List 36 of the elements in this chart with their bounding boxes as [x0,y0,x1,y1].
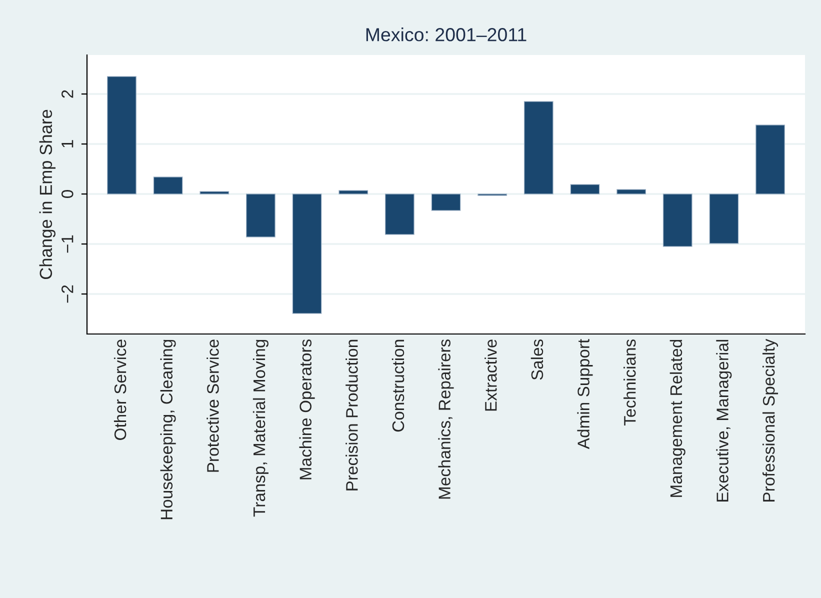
x-tick-label: Professional Specialty [762,338,778,502]
x-tick-label: Technicians [624,339,636,426]
y-tick-label: 1 [62,140,74,148]
bar [570,184,600,194]
bar [338,190,368,194]
bar [524,101,554,194]
y-tick-label: −2 [61,285,74,303]
bar [292,194,322,314]
bar [200,191,230,194]
bar [246,194,276,238]
x-tick-label: Extractive [484,340,497,411]
x-tick-label: Mechanics, Repairers [438,339,454,499]
x-tick-label: Machine Operators [299,339,315,480]
x-tick-label: Admin Support [577,338,593,450]
bar [153,176,183,194]
x-tick-label: Housekeeping, Cleaning [160,340,176,520]
x-tick-label: Other Service [114,340,126,440]
x-tick-label: Construction [392,340,404,432]
chart-title: Mexico: 2001–2011 [366,28,526,42]
bar [756,124,785,194]
bar [616,189,646,194]
x-tick-label: Sales [530,339,544,380]
bar [107,76,136,194]
x-tick-label: Precision Production [346,340,358,490]
x-tick-label: Management Related [670,340,686,497]
y-axis-title: Change in Emp Share [39,110,56,280]
x-tick-label: Transp, Material Moving [252,340,268,517]
bar [384,194,414,235]
y-tick-label: 2 [61,90,74,98]
x-tick-label: Protective Service [206,340,219,472]
y-tick-label: −1 [62,235,74,253]
bar [431,194,461,211]
bar [662,194,692,247]
bar [709,194,739,244]
y-tick-label: 0 [61,190,74,198]
x-tick-label: Executive, Managerial [716,340,732,502]
